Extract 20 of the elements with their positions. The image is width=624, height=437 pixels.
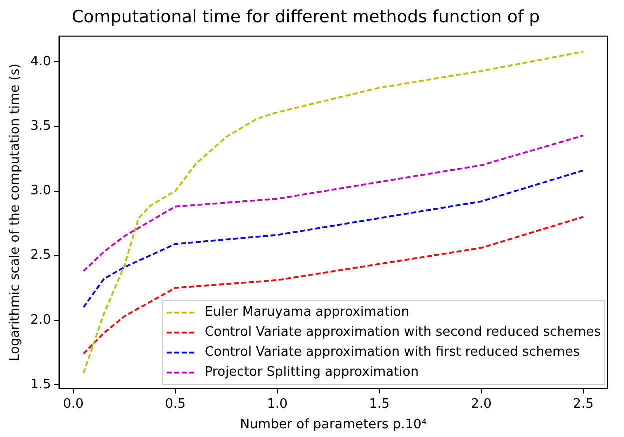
x-tick-label: 2.0 (471, 396, 492, 412)
x-tick-label: 0.0 (63, 396, 84, 412)
chart-title: Computational time for different methods function of p (72, 8, 540, 28)
y-tick-label: 3.5 (30, 119, 52, 134)
y-tick-label: 2.0 (30, 312, 52, 328)
y-tick-label: 3.0 (30, 184, 52, 199)
x-tick-label: 1.5 (369, 396, 390, 412)
legend-label: Control Variate approximation with first reduced schemes (204, 345, 580, 360)
legend-label: Projector Splitting approximation (204, 365, 419, 380)
legend-label: Euler Maruyama approximation (204, 305, 410, 320)
x-tick-label: 0.5 (165, 396, 186, 412)
x-tick-label: 1.0 (267, 396, 288, 412)
y-tick-label: 2.5 (30, 248, 52, 264)
line-series (82, 134, 584, 272)
y-tick-label: 4.0 (30, 54, 52, 70)
x-tick-label: 2.5 (573, 396, 594, 412)
legend-label: Control Variate approximation with second reduced schemes (204, 325, 602, 340)
y-axis-title: Logarithmic scale of the computation time (s) (8, 64, 24, 362)
y-tick-label: 1.5 (30, 377, 52, 392)
x-axis-title: Number of parameters p.10⁴ (240, 418, 427, 433)
